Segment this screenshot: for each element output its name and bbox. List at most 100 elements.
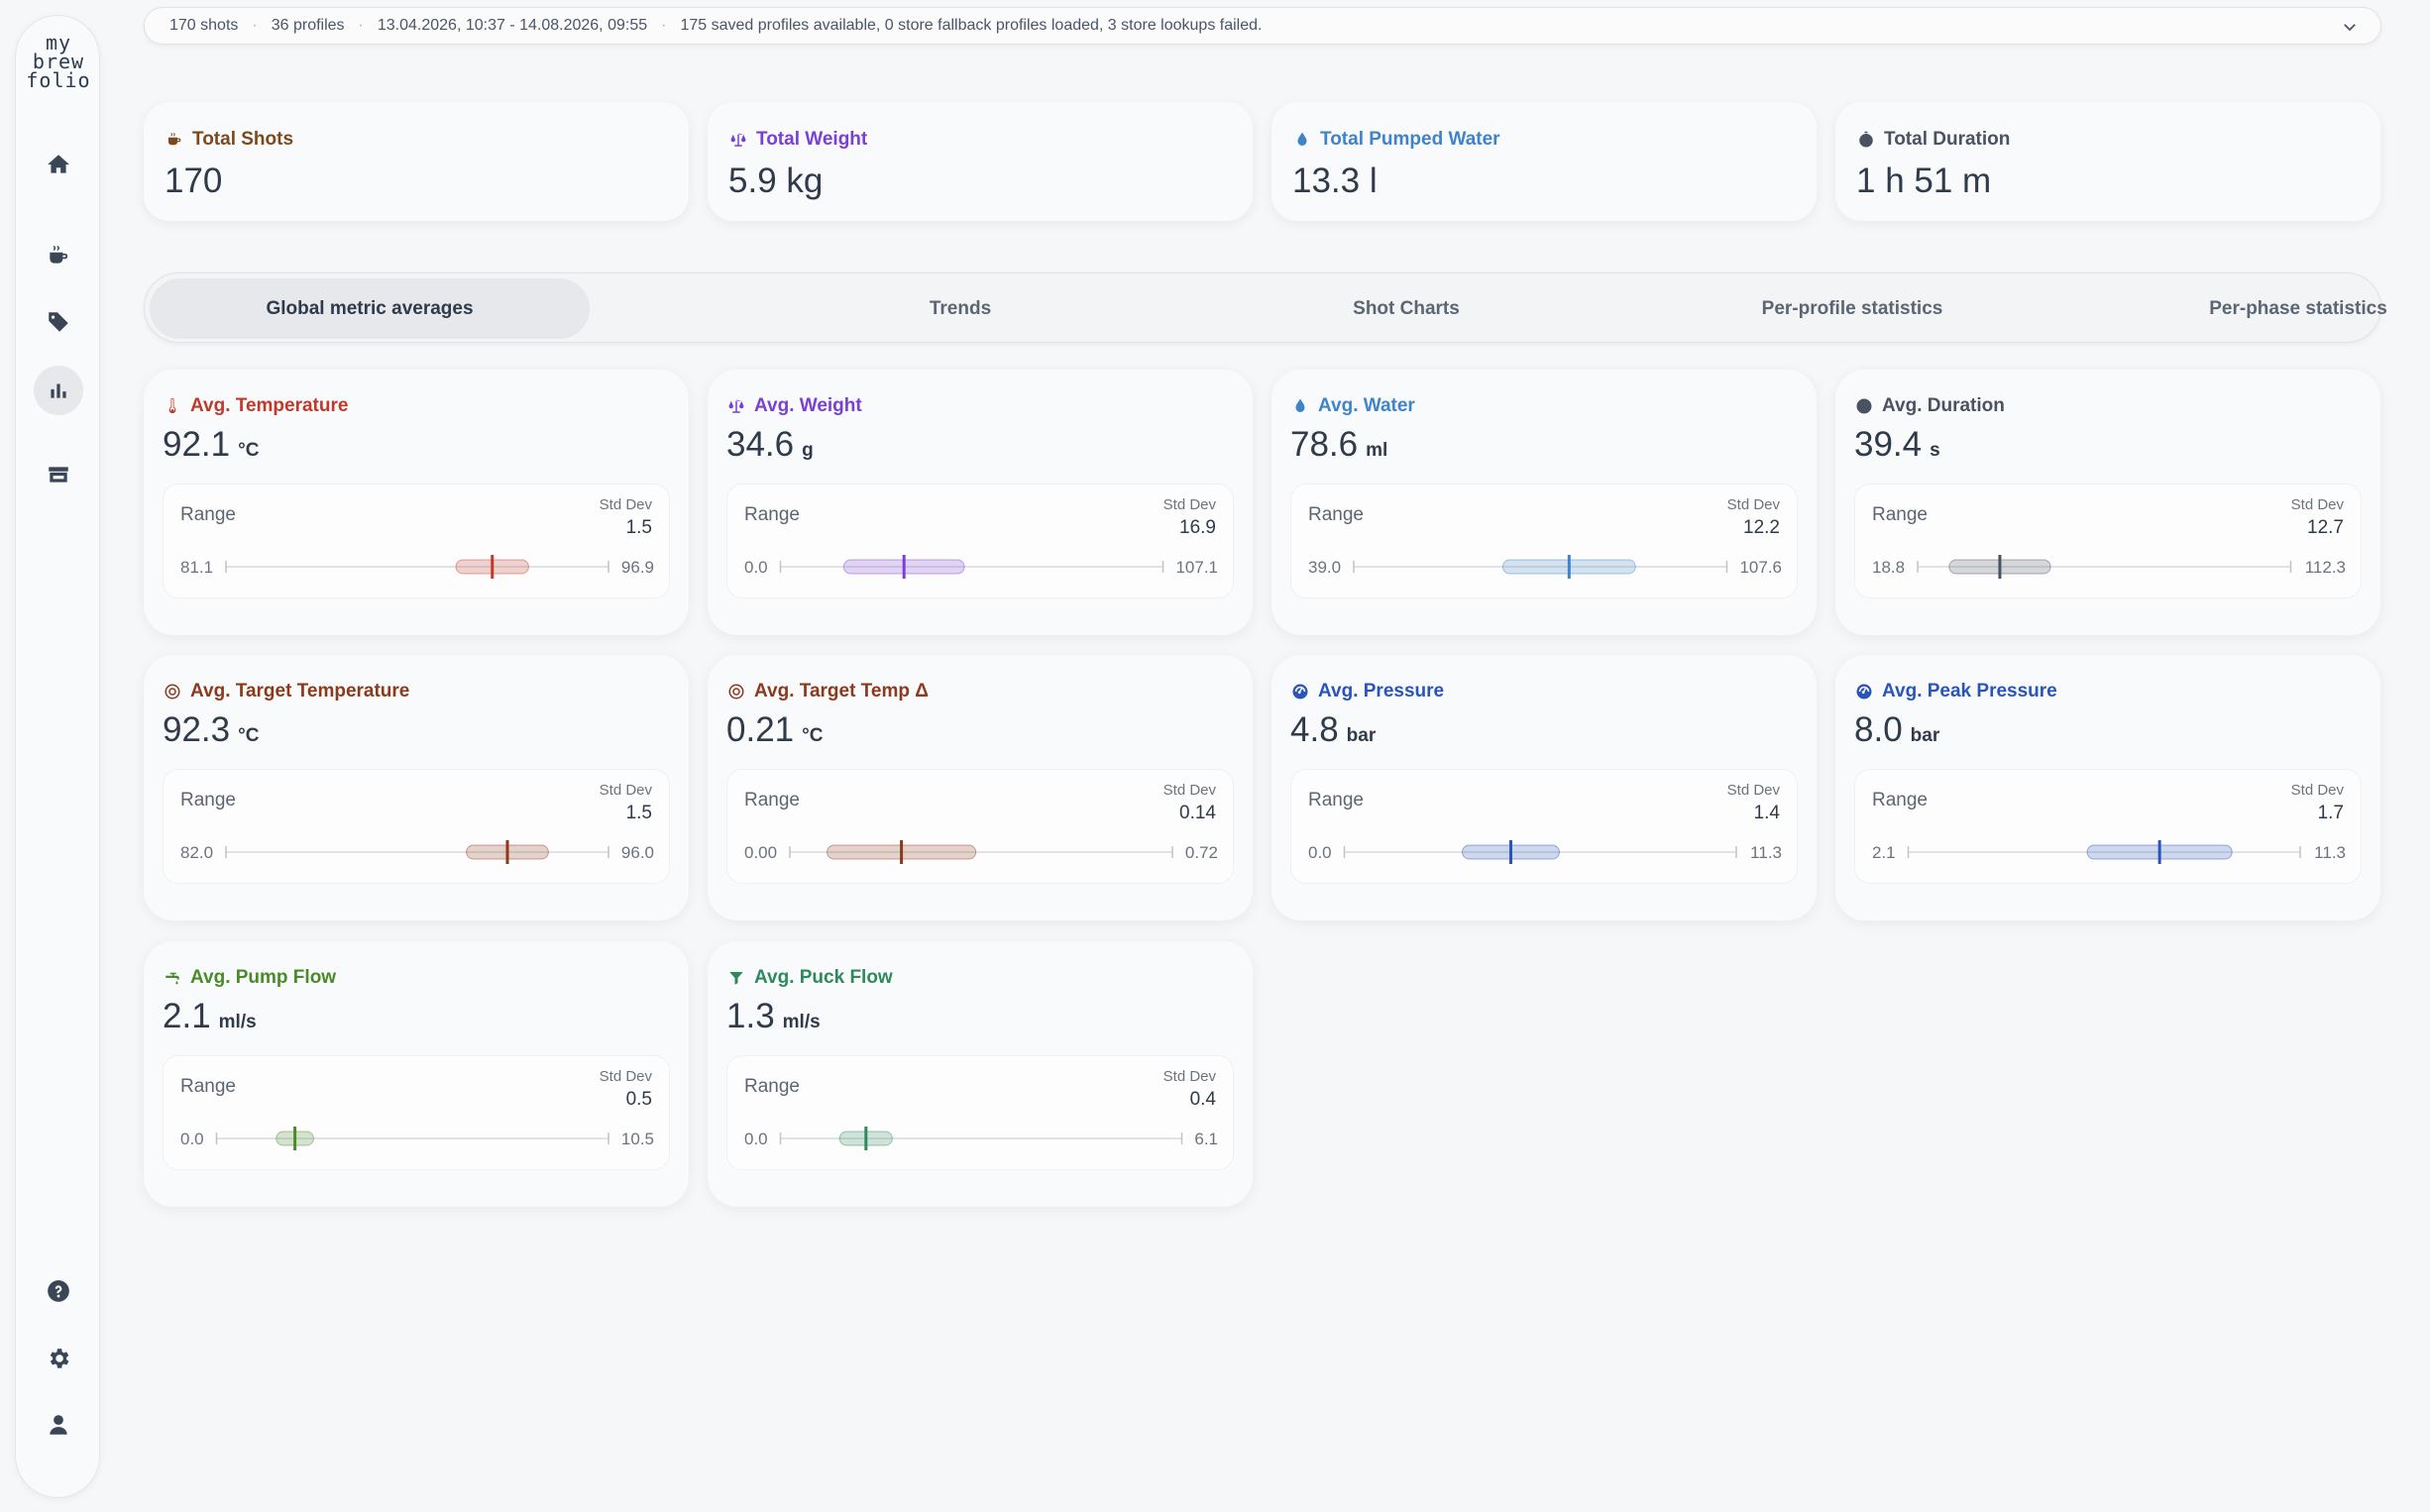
- std-dev-value: 0.4: [1189, 1089, 1216, 1110]
- metric-range-panel: Range Std Dev 0.5 0.0 10.5: [163, 1055, 670, 1170]
- tab-trends[interactable]: Trends: [929, 297, 992, 319]
- metric-card: Avg. Puck Flow 1.3 ml/s Range Std Dev 0.4 0.0 6…: [708, 941, 1253, 1207]
- tab-shot-charts[interactable]: Shot Charts: [1353, 297, 1460, 319]
- sidebar: my brew folio: [15, 15, 100, 1498]
- range-track: 18.8 112.3: [1872, 555, 2346, 579]
- coffee-icon: [168, 133, 181, 146]
- range-track: 81.1 96.9: [180, 555, 654, 579]
- metric-range-panel: Range Std Dev 1.4 0.0 11.3: [1290, 769, 1798, 884]
- stat-label: Total Weight: [729, 129, 867, 151]
- metric-value: 92.1 °C: [163, 425, 259, 465]
- stat-label-text: Total Weight: [756, 129, 868, 150]
- stat-card-total-weight: Total Weight 5.9 kg: [708, 102, 1253, 221]
- metric-title: Avg. Pressure: [1291, 681, 1444, 702]
- metric-title-text: Avg. Temperature: [190, 395, 349, 416]
- metric-value-number: 92.1: [163, 425, 231, 464]
- profile-count: 36 profiles: [271, 17, 345, 34]
- metric-title-text: Avg. Pump Flow: [190, 967, 337, 988]
- range-track: 2.1 11.3: [1872, 840, 2346, 864]
- range-track: 0.00 0.72: [744, 840, 1218, 864]
- range-min-label: 0.0: [180, 1130, 204, 1148]
- nav-home[interactable]: [34, 140, 83, 189]
- summary-bar[interactable]: 170 shots · 36 profiles · 13.04.2026, 10…: [144, 7, 2381, 45]
- nav-profile[interactable]: [34, 1400, 83, 1450]
- tab-global-metric-averages[interactable]: Global metric averages: [150, 278, 590, 339]
- stat-card-total-shots: Total Shots 170: [144, 102, 689, 221]
- metric-range-panel: Range Std Dev 16.9 0.0 107.1: [726, 484, 1234, 598]
- range-label: Range: [1872, 790, 1928, 810]
- std-dev-label: Std Dev: [1162, 1068, 1216, 1085]
- tag-icon: [49, 312, 68, 332]
- target-icon: [165, 684, 180, 700]
- shot-count: 170 shots: [169, 17, 239, 34]
- std-dev-value: 1.5: [625, 803, 652, 823]
- stopwatch-icon: [1859, 131, 1873, 148]
- metric-range-panel: Range Std Dev 1.5 81.1 96.9: [163, 484, 670, 598]
- droplet-icon: [1295, 398, 1305, 412]
- std-dev-label: Std Dev: [1726, 782, 1780, 799]
- range-max-label: 107.1: [1175, 558, 1218, 577]
- user-icon: [50, 1415, 67, 1435]
- metric-title: Avg. Temperature: [164, 395, 348, 417]
- range-label: Range: [1308, 504, 1364, 525]
- nav-store[interactable]: [34, 450, 83, 499]
- app-logo[interactable]: my brew folio: [16, 33, 101, 90]
- metric-card: Avg. Duration 39.4 s Range Std Dev 12.7 18.8 11…: [1835, 370, 2380, 635]
- coffee-cup-icon: [50, 246, 68, 264]
- stat-value: 13.3 l: [1292, 162, 1378, 200]
- stat-label-text: Total Duration: [1884, 129, 2011, 150]
- range-min-label: 82.0: [180, 843, 213, 862]
- metric-value-number: 92.3: [163, 710, 231, 749]
- scale-icon: [730, 133, 746, 147]
- metric-title-text: Avg. Water: [1318, 395, 1415, 416]
- metric-title: Avg. Puck Flow: [727, 967, 893, 989]
- metric-title-text: Avg. Pressure: [1318, 681, 1445, 702]
- tab-per-profile-statistics[interactable]: Per-profile statistics: [1761, 297, 1943, 319]
- std-dev-label: Std Dev: [1162, 496, 1216, 513]
- metric-range-panel: Range Std Dev 12.7 18.8 112.3: [1854, 484, 2362, 598]
- range-track: 0.0 10.5: [180, 1127, 654, 1150]
- metric-value-number: 4.8: [1290, 710, 1339, 749]
- nav-statistics[interactable]: [34, 366, 83, 415]
- gear-icon: [50, 1349, 69, 1368]
- metric-card: Avg. Weight 34.6 g Range Std Dev 16.9 0.0 107.1: [708, 370, 1253, 635]
- metric-value: 39.4 s: [1854, 425, 1940, 465]
- stat-label-text: Total Shots: [192, 129, 294, 150]
- metric-range-panel: Range Std Dev 0.4 0.0 6.1: [726, 1055, 1234, 1170]
- nav-settings[interactable]: [34, 1334, 83, 1383]
- tab-per-phase-statistics[interactable]: Per-phase statistics: [2209, 297, 2387, 319]
- metric-card: Avg. Peak Pressure 8.0 bar Range Std Dev 1.7 2…: [1835, 655, 2380, 920]
- stat-card-total-duration: Total Duration 1 h 51 m: [1835, 102, 2380, 221]
- clock-icon: [1856, 398, 1872, 414]
- std-dev-value: 0.5: [625, 1089, 652, 1110]
- range-label: Range: [180, 790, 236, 810]
- nav-tags[interactable]: [34, 297, 83, 347]
- nav-shots[interactable]: [34, 231, 83, 280]
- range-label: Range: [1308, 790, 1364, 810]
- metric-card: Avg. Water 78.6 ml Range Std Dev 12.2 39.0 107.…: [1271, 370, 1817, 635]
- gauge-icon: [1856, 684, 1872, 700]
- stat-value: 5.9 kg: [728, 162, 824, 200]
- range-track: 82.0 96.0: [180, 840, 654, 864]
- range-label: Range: [744, 504, 800, 525]
- metric-title: Avg. Water: [1291, 395, 1415, 417]
- metric-range-panel: Range Std Dev 12.2 39.0 107.6: [1290, 484, 1798, 598]
- chevron-down-icon[interactable]: [2341, 18, 2359, 36]
- home-icon: [48, 155, 69, 173]
- metric-value-number: 39.4: [1854, 425, 1923, 464]
- stat-card-total-pumped-water: Total Pumped Water 13.3 l: [1271, 102, 1817, 221]
- status-text: 175 saved profiles available, 0 store fa…: [680, 17, 1263, 34]
- std-dev-value: 12.7: [2307, 517, 2344, 538]
- metric-unit: ml/s: [218, 1012, 257, 1032]
- scale-icon: [728, 399, 744, 413]
- separator: ·: [358, 17, 364, 34]
- metric-value: 1.3 ml/s: [726, 997, 821, 1036]
- bar-chart-icon: [51, 383, 66, 398]
- stat-label-text: Total Pumped Water: [1320, 129, 1500, 150]
- stat-label: Total Shots: [166, 129, 293, 151]
- stat-value: 1 h 51 m: [1856, 162, 1992, 200]
- stat-value: 170: [165, 162, 223, 200]
- nav-help[interactable]: [34, 1266, 83, 1316]
- std-dev-label: Std Dev: [1162, 782, 1216, 799]
- metric-range-panel: Range Std Dev 0.14 0.00 0.72: [726, 769, 1234, 884]
